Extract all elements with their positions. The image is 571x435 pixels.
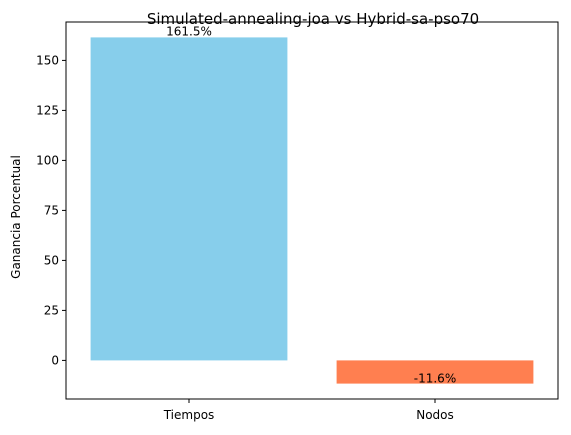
y-tick-label: 150: [36, 53, 59, 67]
bar-tiempos: [90, 37, 288, 361]
plot-area: 0 25 50 75 100 125 150 Tiempos 161.5% Nodos -11.6%: [36, 24, 534, 422]
y-tick-label: 25: [44, 303, 59, 317]
y-tick-label: 125: [36, 103, 59, 117]
y-tick-label: 50: [44, 253, 59, 267]
x-tick-label: Nodos: [416, 408, 454, 422]
plot-frame: [65, 21, 559, 400]
x-tick-label: Tiempos: [163, 408, 215, 422]
data-label: -11.6%: [414, 372, 456, 386]
chart-title: Simulated-annealing-joa vs Hybrid-sa-pso…: [147, 10, 479, 28]
bar-nodos: [336, 360, 534, 384]
y-tick-label: 100: [36, 153, 59, 167]
y-axis-label: Ganancia Porcentual: [9, 155, 23, 279]
data-label: 161.5%: [166, 24, 212, 38]
y-tick-label: 75: [44, 203, 59, 217]
y-tick-label: 0: [51, 353, 59, 367]
